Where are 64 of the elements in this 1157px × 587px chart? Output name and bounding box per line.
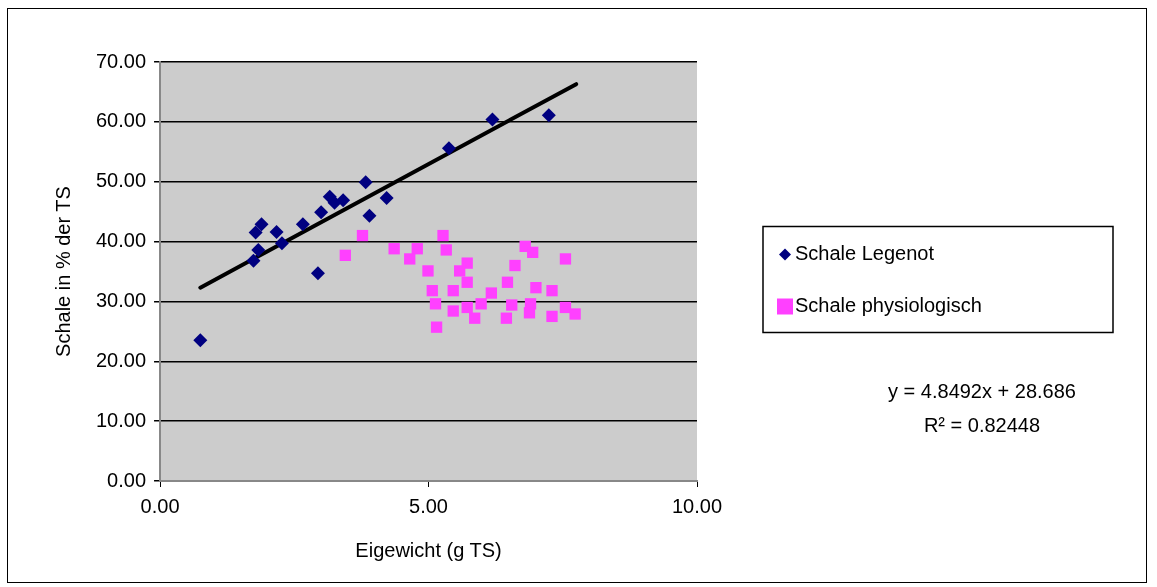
point <box>336 193 351 208</box>
point <box>422 265 434 277</box>
point <box>339 249 351 261</box>
point <box>569 308 581 320</box>
point <box>475 298 487 310</box>
text: y = 4.8492x + 28.686 <box>888 379 1076 402</box>
legend-label: Schale Legenot <box>795 242 935 265</box>
point <box>411 243 423 255</box>
point <box>388 243 400 255</box>
point <box>430 321 443 333</box>
point <box>485 287 498 299</box>
point <box>447 285 459 297</box>
point <box>485 112 500 127</box>
point <box>310 266 325 281</box>
y-tick-label: 10.00 <box>95 408 147 431</box>
point <box>530 282 542 294</box>
point <box>314 205 329 220</box>
point <box>541 108 556 123</box>
point <box>447 305 459 317</box>
y-axis-title: Schale in % der TS <box>51 186 74 357</box>
point <box>358 175 373 190</box>
point <box>362 208 377 223</box>
y-tick-label: 50.00 <box>95 169 147 192</box>
point <box>254 217 269 232</box>
point <box>274 236 289 251</box>
y-tick-label: 20.00 <box>95 348 147 371</box>
point <box>426 285 438 297</box>
point <box>461 301 473 314</box>
x-axis-title: Eigewicht (g TS) <box>355 538 502 561</box>
point <box>546 310 558 323</box>
text: R² = 0.82448 <box>923 413 1041 436</box>
x-tick-label: 5.00 <box>409 494 448 517</box>
point <box>546 285 558 297</box>
x-tick-label: 10.00 <box>671 494 723 517</box>
point <box>441 141 456 156</box>
point <box>461 276 473 288</box>
point <box>295 217 310 232</box>
point <box>506 299 518 311</box>
point <box>379 190 394 205</box>
y-tick-label: 60.00 <box>95 109 147 132</box>
point <box>251 242 266 257</box>
point <box>469 312 481 324</box>
y-tick-label: 30.00 <box>95 288 147 311</box>
point <box>500 312 513 324</box>
y-tick-label: 40.00 <box>95 229 147 252</box>
point <box>193 333 208 348</box>
point <box>248 225 263 240</box>
point <box>501 276 514 288</box>
point <box>523 307 536 319</box>
point <box>269 224 284 239</box>
point <box>246 253 261 268</box>
point <box>527 246 539 258</box>
x-tick-label: 0.00 <box>140 494 180 517</box>
point <box>509 259 521 272</box>
point <box>429 298 442 310</box>
y-tick-label: 0.00 <box>107 468 147 491</box>
point <box>440 244 452 256</box>
point <box>454 265 466 277</box>
legend-label: Schale physiologisch <box>795 294 982 317</box>
point <box>404 253 416 265</box>
point <box>356 229 369 242</box>
point <box>559 253 572 265</box>
y-tick-label: 70.00 <box>95 49 147 72</box>
point <box>437 229 449 242</box>
